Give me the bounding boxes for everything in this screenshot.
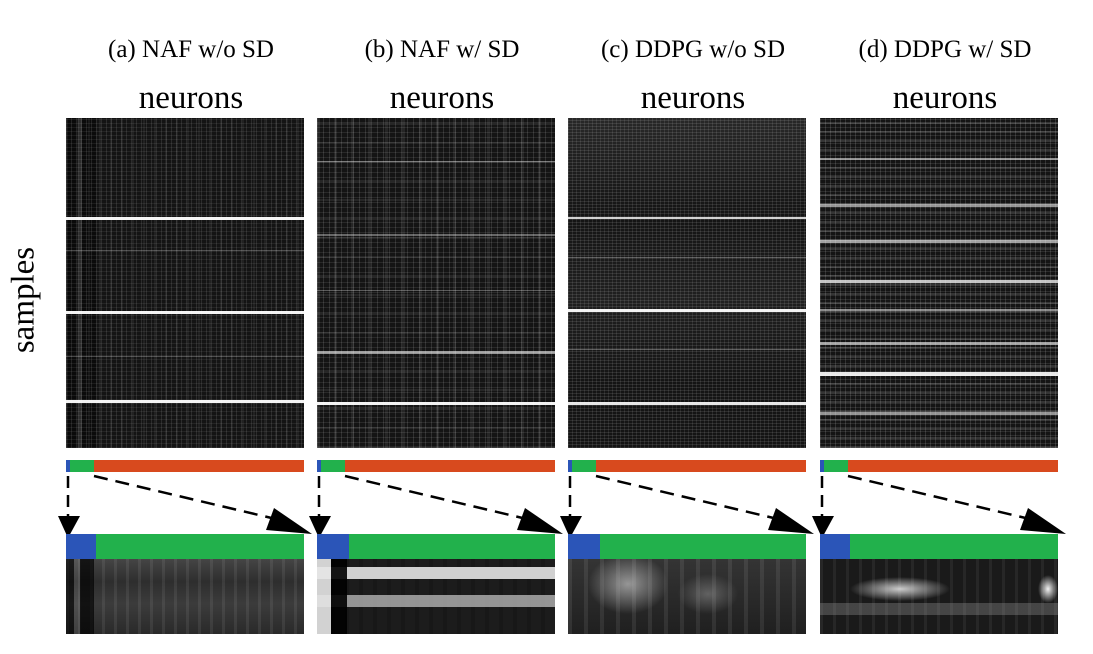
panel-d-heatmap — [820, 118, 1058, 448]
panel-d-band-0 — [820, 157, 1058, 160]
panel-a-zoom-seg-blue — [66, 534, 96, 559]
panel-a-band-2 — [66, 400, 304, 404]
panel-d-band-3 — [820, 279, 1058, 283]
panel-d-seg-orange — [848, 460, 1058, 472]
panel-b-zoom-arrows — [309, 474, 563, 538]
panel-c-zoom-arrows — [560, 474, 814, 538]
panel-c-heatmap — [568, 118, 806, 448]
panel-a-zoom-arrows — [58, 474, 312, 538]
panel-c-seg-orange — [596, 460, 806, 472]
panel-a: (a) NAF w/o SD neurons — [58, 0, 316, 654]
panel-c-zoom-seg-green — [600, 534, 806, 559]
panel-c-seg-green — [572, 460, 596, 472]
panel-a-heatmap-bands — [66, 118, 304, 448]
panel-c-segment-bar — [568, 460, 806, 472]
panel-c-band-2 — [568, 401, 806, 405]
panel-d-band-7 — [820, 411, 1058, 415]
panel-d-seg-blue — [820, 460, 824, 472]
panel-c-seg-blue — [568, 460, 572, 472]
panel-a-title: (a) NAF w/o SD — [108, 36, 274, 63]
panel-a-zoom-bar — [66, 534, 304, 559]
panel-b-band-3 — [317, 401, 555, 405]
panel-c: (c) DDPG w/o SD neurons — [560, 0, 818, 654]
panel-d-zoom-seg-blue — [820, 534, 850, 559]
panel-b-zoom-bar — [317, 534, 555, 559]
panel-a-band-0 — [66, 217, 304, 220]
panel-b-heatmap-texture — [317, 118, 555, 448]
panel-b-seg-orange — [345, 460, 555, 472]
panel-b-band-4 — [317, 289, 555, 291]
panel-c-band-1 — [568, 309, 806, 313]
panel-a-zoom-seg-green — [96, 534, 304, 559]
panel-a-band-4 — [66, 355, 304, 357]
panel-b-seg-green — [321, 460, 345, 472]
panel-b-zoom-heatmap — [317, 559, 555, 634]
panel-d-heatmap-texture — [820, 118, 1058, 448]
panel-b-heatmap — [317, 118, 555, 448]
panel-a-band-1 — [66, 311, 304, 315]
panel-b-zoom-seg-green — [349, 534, 555, 559]
panel-d-band-5 — [820, 342, 1058, 346]
panel-d-band-6 — [820, 372, 1058, 377]
panel-c-zoom-heatmap — [568, 559, 806, 634]
samples-label-text: samples — [5, 246, 42, 354]
panel-a-segment-bar — [66, 460, 304, 472]
panel-c-zoom-seg-blue — [568, 534, 600, 559]
panel-b-band-2 — [317, 350, 555, 354]
panel-b-heatmap-bands — [317, 118, 555, 448]
panel-b-band-1 — [317, 233, 555, 236]
panel-b: (b) NAF w/ SD neurons — [309, 0, 567, 654]
panel-a-seg-green — [70, 460, 94, 472]
panel-d-band-1 — [820, 203, 1058, 207]
panel-d-xlabel: neurons — [892, 80, 998, 116]
panel-b-zoom-seg-blue — [317, 534, 349, 559]
panel-a-xlabel: neurons — [138, 80, 244, 116]
panel-c-band-3 — [568, 256, 806, 258]
panel-b-band-0 — [317, 160, 555, 162]
panel-c-title: (c) DDPG w/o SD — [600, 36, 786, 63]
panel-a-heatmap — [66, 118, 304, 448]
panel-d-band-2 — [820, 240, 1058, 244]
panel-a-zoom-heatmap — [66, 559, 304, 634]
panel-d-segment-bar — [820, 460, 1058, 472]
panel-a-band-3 — [66, 250, 304, 251]
panel-d-seg-green — [824, 460, 848, 472]
panel-b-title: (b) NAF w/ SD — [364, 36, 520, 63]
panel-d-band-4 — [820, 309, 1058, 312]
panel-b-xlabel: neurons — [389, 80, 495, 116]
panel-d-zoom-seg-green — [850, 534, 1058, 559]
panel-a-heatmap-texture — [66, 118, 304, 448]
panel-a-seg-orange — [94, 460, 304, 472]
panel-d-heatmap-bands — [820, 118, 1058, 448]
panel-c-heatmap-texture — [568, 118, 806, 448]
samples-label: samples — [4, 230, 44, 370]
panel-d: (d) DDPG w/ SD neurons — [812, 0, 1070, 654]
panel-c-band-4 — [568, 349, 806, 350]
panel-c-zoom-bar — [568, 534, 806, 559]
panel-c-band-0 — [568, 217, 806, 219]
panel-d-zoom-arrows — [812, 474, 1066, 538]
panel-c-xlabel: neurons — [640, 80, 746, 116]
panel-c-heatmap-bands — [568, 118, 806, 448]
panel-d-zoom-bar — [820, 534, 1058, 559]
panel-b-seg-blue — [317, 460, 321, 472]
panel-d-title: (d) DDPG w/ SD — [858, 36, 1032, 63]
panel-b-segment-bar — [317, 460, 555, 472]
panel-a-seg-blue — [66, 460, 70, 472]
panel-d-zoom-heatmap — [820, 559, 1058, 634]
